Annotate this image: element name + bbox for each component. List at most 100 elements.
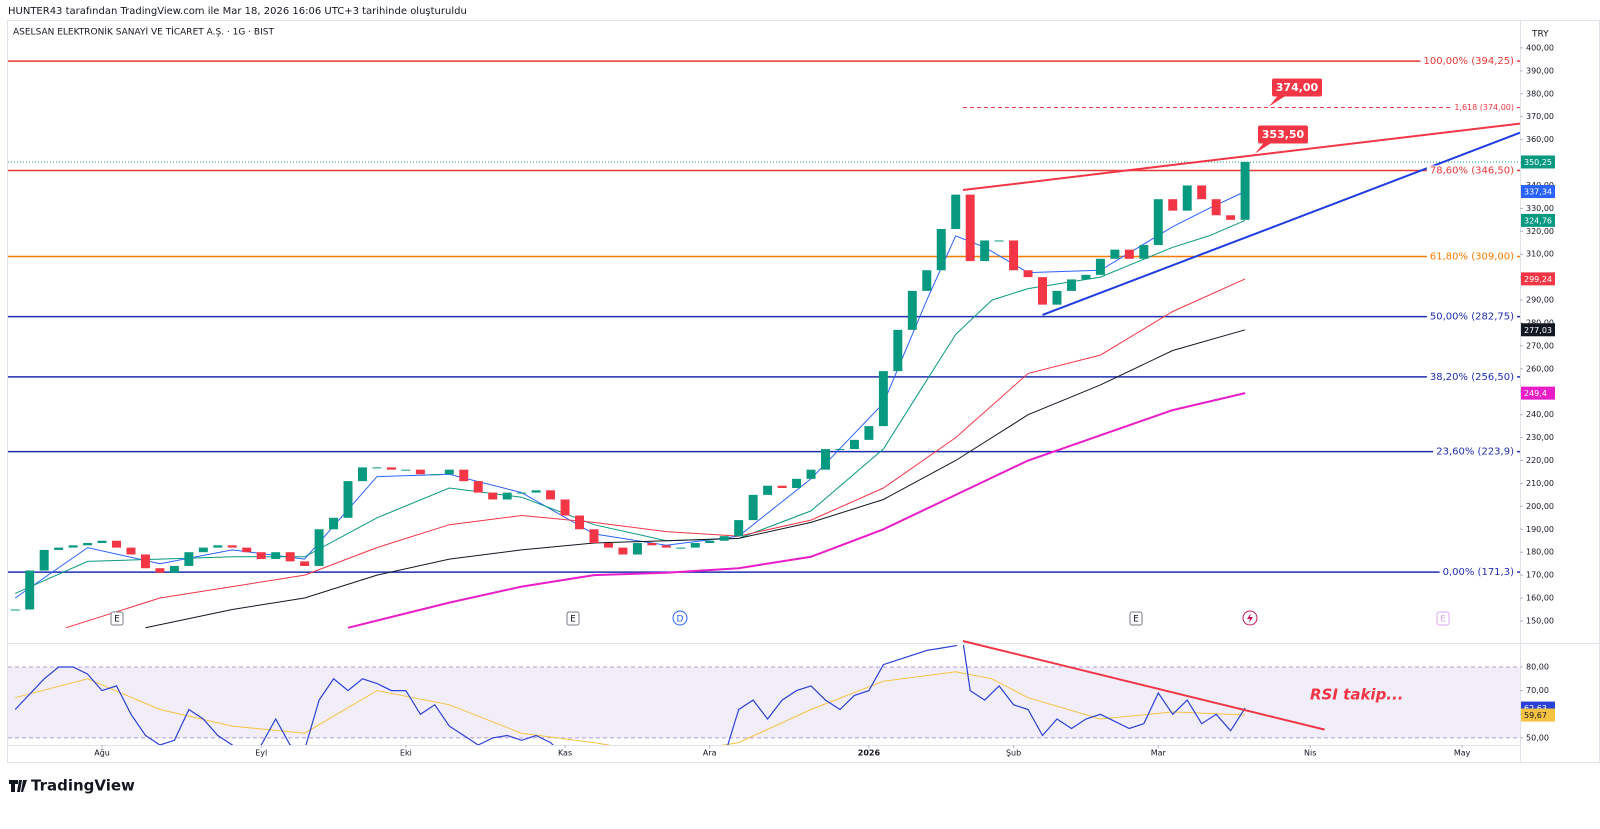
last-price-tag-label: 350,25 xyxy=(1524,158,1552,167)
y-tick-label: 390,00 xyxy=(1526,66,1554,75)
last-price-tag xyxy=(1521,155,1555,169)
candle xyxy=(792,478,802,489)
ma-tag xyxy=(1521,213,1555,227)
candle xyxy=(256,552,266,560)
candle xyxy=(358,467,367,482)
candle xyxy=(1110,249,1120,259)
earnings-icon: E xyxy=(1440,615,1446,625)
candle xyxy=(1240,161,1250,220)
candle xyxy=(54,547,64,550)
candle xyxy=(155,568,165,573)
ma-tag-label: 249,4 xyxy=(1524,389,1547,398)
callout xyxy=(1272,78,1322,97)
x-tick-label: Ağu xyxy=(94,749,110,758)
y-tick-label: 160,00 xyxy=(1526,594,1554,603)
x-tick-label: Mar xyxy=(1151,749,1167,758)
candle xyxy=(169,565,179,573)
candle xyxy=(575,515,585,530)
candle xyxy=(97,540,107,544)
y-tick-label: 150,00 xyxy=(1526,616,1554,625)
fib-label-bg xyxy=(1439,567,1518,579)
ma-tag xyxy=(1521,185,1555,199)
y-tick-label: 230,00 xyxy=(1526,433,1554,442)
fib-label: 61,80% (309,00) xyxy=(1430,252,1514,263)
callout-label: 374,00 xyxy=(1276,81,1319,94)
candle xyxy=(386,467,396,470)
fib-label-bg xyxy=(1420,56,1518,68)
fib-label-bg xyxy=(1426,251,1518,263)
callout-pointer xyxy=(1269,95,1286,107)
price-pane xyxy=(8,60,1520,629)
candle xyxy=(763,485,773,495)
fib-label: 38,20% (256,50) xyxy=(1430,372,1514,383)
symbol: ASELSAN ELEKTRONİK SANAYİ VE TİCARET A.Ş… xyxy=(13,27,274,38)
fib-label: 0,00% (171,3) xyxy=(1443,567,1514,578)
x-tick-label: Şub xyxy=(1006,749,1021,758)
y-tick-label: 270,00 xyxy=(1526,341,1554,350)
candle xyxy=(936,229,946,271)
candle xyxy=(227,545,237,548)
brand-logo: TradingView xyxy=(9,777,135,795)
candle xyxy=(661,545,671,548)
fib-label-bg xyxy=(1451,103,1517,113)
candle xyxy=(821,449,830,470)
event-icon xyxy=(1247,613,1253,623)
candle xyxy=(68,545,78,548)
candle xyxy=(39,549,49,571)
candle xyxy=(473,481,483,493)
rsi-tag-label: 59,67 xyxy=(1524,711,1547,720)
candle xyxy=(1038,277,1048,305)
earnings-marker[interactable] xyxy=(566,611,580,626)
ma-tag xyxy=(1521,272,1555,286)
candle xyxy=(864,426,874,440)
y-tick-label: 310,00 xyxy=(1526,250,1554,259)
y-tick-label: 210,00 xyxy=(1526,479,1554,488)
rsi-trendline xyxy=(962,640,1325,731)
candle xyxy=(415,469,425,475)
y-tick-label: 400,00 xyxy=(1526,43,1554,52)
candle xyxy=(835,449,845,451)
y-tick-label: 240,00 xyxy=(1526,410,1554,419)
logo-mark xyxy=(9,780,27,792)
earnings-marker[interactable] xyxy=(1436,611,1450,626)
candle xyxy=(531,490,541,493)
candle xyxy=(690,543,700,548)
earnings-marker[interactable] xyxy=(1129,611,1143,626)
dividend-marker[interactable] xyxy=(672,610,688,626)
candle xyxy=(430,474,440,476)
moving-average xyxy=(145,329,1246,629)
y-tick-label: 180,00 xyxy=(1526,548,1554,557)
fib-extension-label: 1,618 (374,00) xyxy=(1454,103,1514,112)
candle xyxy=(878,371,888,427)
rsi-y-tick-label: 70,00 xyxy=(1526,686,1549,695)
rsi-band xyxy=(8,666,1520,738)
trendline xyxy=(1042,131,1520,316)
ma-tag-label: 299,24 xyxy=(1524,275,1552,284)
rsi-y-tick-label: 80,00 xyxy=(1526,662,1549,671)
y-tick-label: 290,00 xyxy=(1526,296,1554,305)
candle xyxy=(618,547,628,555)
y-tick-label: 200,00 xyxy=(1526,502,1554,511)
x-tick-label: Ara xyxy=(703,749,717,758)
candle xyxy=(951,194,961,229)
ma-tag-label: 337,34 xyxy=(1524,188,1552,197)
candle xyxy=(488,492,498,500)
y-tick-label: 370,00 xyxy=(1526,112,1554,121)
ma-tag-label: 277,03 xyxy=(1524,326,1552,335)
candle xyxy=(907,290,917,330)
candle xyxy=(1211,199,1221,216)
earnings-icon: E xyxy=(570,615,576,625)
x-tick-label: Kas xyxy=(558,749,572,758)
candle xyxy=(242,547,252,553)
candle xyxy=(444,469,454,475)
candle xyxy=(719,536,729,541)
ma-tag xyxy=(1521,323,1555,337)
candle xyxy=(10,609,20,611)
dividend-icon: D xyxy=(677,615,684,625)
brand: TradingView xyxy=(31,777,135,795)
candle xyxy=(198,547,208,553)
earnings-marker[interactable] xyxy=(110,611,124,626)
